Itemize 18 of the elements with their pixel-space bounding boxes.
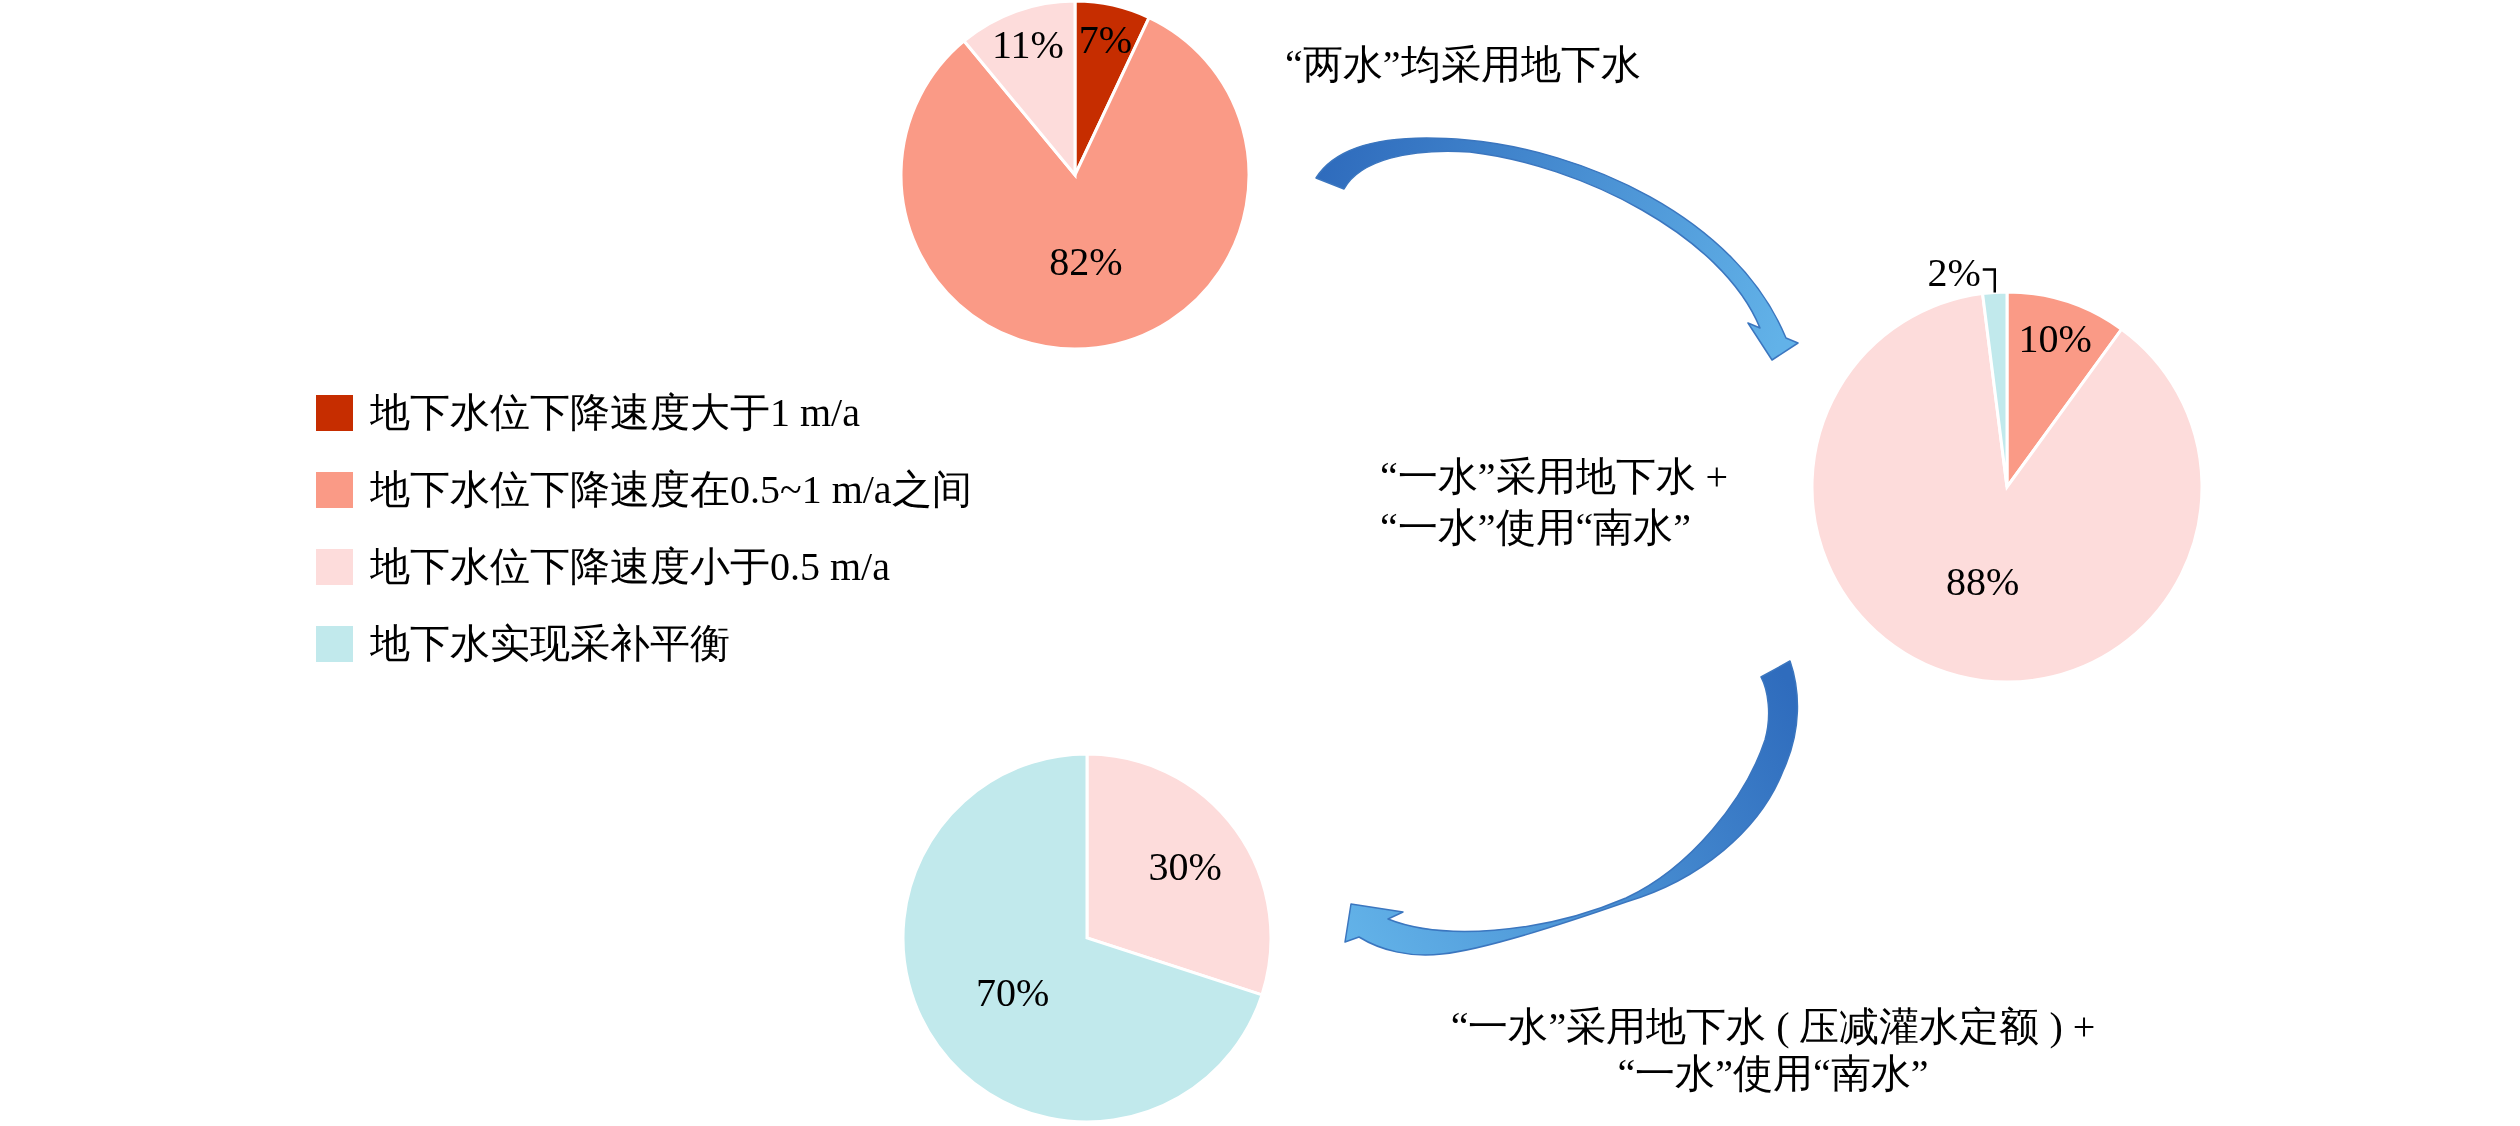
legend-label: 地下水位下降速度大于1 m/a bbox=[370, 390, 860, 435]
data-label: 30% bbox=[1148, 844, 1222, 890]
data-label: 7% bbox=[1078, 16, 1133, 62]
data-label: 88% bbox=[1946, 558, 2020, 604]
data-label: 2% bbox=[1927, 249, 1981, 295]
data-label: 82% bbox=[1049, 238, 1123, 284]
pie-slice bbox=[1810, 292, 2204, 684]
text: “一水”采用地下水 + bbox=[1380, 454, 1729, 499]
legend-label: 地下水实现采补平衡 bbox=[370, 621, 730, 666]
legend-label: 地下水位下降速度小于0.5 m/a bbox=[370, 544, 890, 589]
data-label: 11% bbox=[991, 21, 1064, 67]
data-label: 10% bbox=[2018, 316, 2092, 362]
text: “一水”使用“南水” bbox=[1617, 1051, 1929, 1096]
text: “一水”采用地下水 ( 压减灌水定额 ) + bbox=[1450, 1004, 2096, 1049]
data-label: 70% bbox=[975, 969, 1050, 1015]
legend-label: 地下水位下降速度在0.5~1 m/a之间 bbox=[370, 467, 972, 512]
text: “一水”使用“南水” bbox=[1380, 505, 1692, 550]
text: “两水”均采用地下水 bbox=[1285, 42, 1641, 87]
